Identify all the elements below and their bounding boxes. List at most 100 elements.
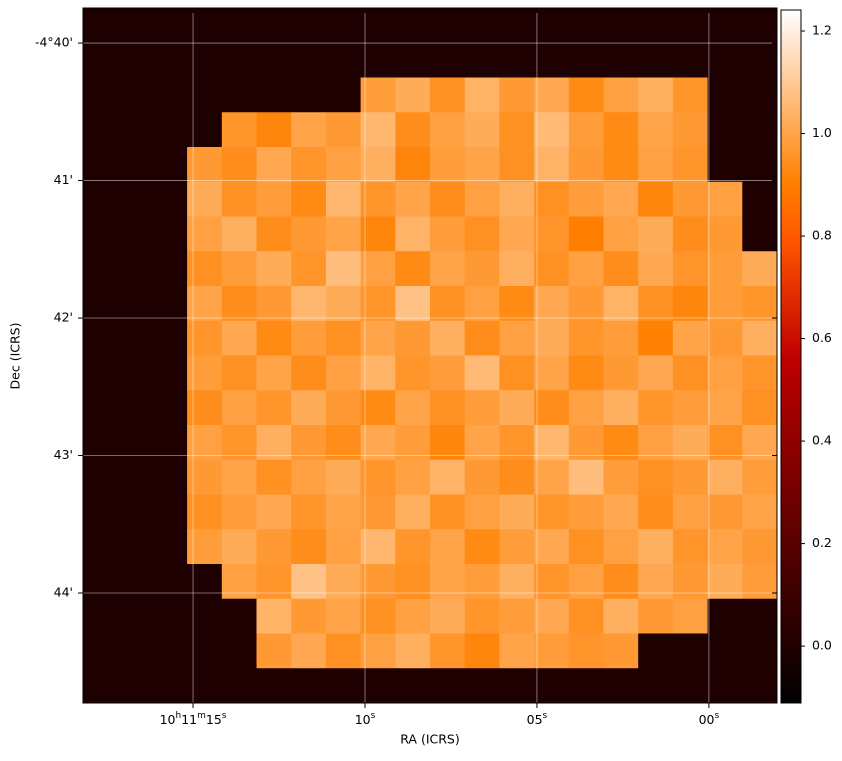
pixel — [430, 181, 466, 217]
pixel — [568, 286, 604, 322]
pixel — [499, 251, 535, 287]
pixel — [256, 320, 292, 356]
pixel — [638, 77, 674, 113]
pixel — [534, 251, 570, 287]
pixel — [395, 8, 431, 44]
pixel — [499, 494, 535, 530]
y-tick-label: 44' — [54, 585, 73, 600]
pixel — [430, 42, 466, 78]
pixel — [152, 633, 188, 669]
pixel — [256, 42, 292, 78]
pixel — [256, 633, 292, 669]
pixel — [464, 598, 500, 634]
pixel — [291, 529, 327, 565]
pixel — [568, 668, 604, 704]
pixel — [638, 390, 674, 426]
pixel — [464, 286, 500, 322]
pixel — [464, 459, 500, 495]
pixel — [221, 216, 257, 252]
pixel — [325, 251, 362, 287]
pixel — [360, 320, 396, 356]
pixel — [187, 181, 223, 217]
pixel — [707, 320, 743, 356]
pixel — [256, 286, 292, 322]
pixel — [291, 77, 327, 113]
pixel — [187, 459, 223, 495]
pixel — [464, 355, 500, 391]
pixel — [152, 529, 188, 565]
pixel — [360, 251, 396, 287]
pixel — [742, 564, 778, 600]
pixel — [707, 633, 743, 669]
pixel — [603, 42, 639, 78]
pixel — [464, 425, 500, 461]
pixel — [672, 355, 709, 391]
pixel — [291, 181, 327, 217]
pixel — [742, 251, 778, 287]
pixel — [360, 77, 396, 113]
pixel — [603, 112, 639, 148]
colorbar-tick-label: 0.4 — [812, 433, 832, 448]
pixel — [499, 598, 535, 634]
pixel — [534, 181, 570, 217]
pixel — [256, 216, 292, 252]
pixel — [360, 564, 396, 600]
pixel — [221, 459, 257, 495]
pixel — [638, 147, 674, 183]
pixel — [291, 425, 327, 461]
pixel — [534, 390, 570, 426]
pixel — [672, 216, 709, 252]
pixel — [568, 147, 604, 183]
pixel — [291, 633, 327, 669]
pixel — [117, 425, 153, 461]
pixel — [83, 564, 119, 600]
pixel — [742, 147, 778, 183]
pixel — [707, 494, 743, 530]
pixel — [256, 494, 292, 530]
pixel — [464, 564, 500, 600]
pixel — [117, 8, 153, 44]
pixel — [117, 181, 153, 217]
pixel — [603, 77, 639, 113]
pixel — [83, 251, 119, 287]
pixel — [360, 425, 396, 461]
pixel — [221, 147, 257, 183]
pixel — [672, 390, 709, 426]
pixel — [117, 42, 153, 78]
pixel — [256, 390, 292, 426]
pixel — [707, 181, 743, 217]
pixel — [742, 286, 778, 322]
pixel — [638, 320, 674, 356]
pixel — [568, 181, 604, 217]
pixel — [187, 529, 223, 565]
pixel — [534, 8, 570, 44]
pixel — [603, 216, 639, 252]
pixel — [395, 112, 431, 148]
pixel — [221, 42, 257, 78]
x-tick-label: 10h11m15s — [160, 711, 227, 727]
pixel — [638, 633, 674, 669]
pixel — [568, 390, 604, 426]
pixel — [187, 633, 223, 669]
pixel — [117, 355, 153, 391]
pixel — [360, 147, 396, 183]
pixel — [430, 425, 466, 461]
pixel — [707, 42, 743, 78]
pixel — [395, 147, 431, 183]
pixel — [464, 668, 500, 704]
pixel — [499, 355, 535, 391]
pixel — [534, 425, 570, 461]
pixel — [83, 216, 119, 252]
y-tick-label: -4°40' — [35, 35, 73, 50]
pixel — [187, 286, 223, 322]
pixel — [187, 320, 223, 356]
pixel — [152, 355, 188, 391]
pixel — [707, 251, 743, 287]
pixel — [464, 112, 500, 148]
x-tick-label: 05s — [527, 711, 548, 727]
pixel — [83, 494, 119, 530]
pixel — [83, 147, 119, 183]
pixel — [117, 564, 153, 600]
x-tick-label: 10s — [355, 711, 376, 727]
